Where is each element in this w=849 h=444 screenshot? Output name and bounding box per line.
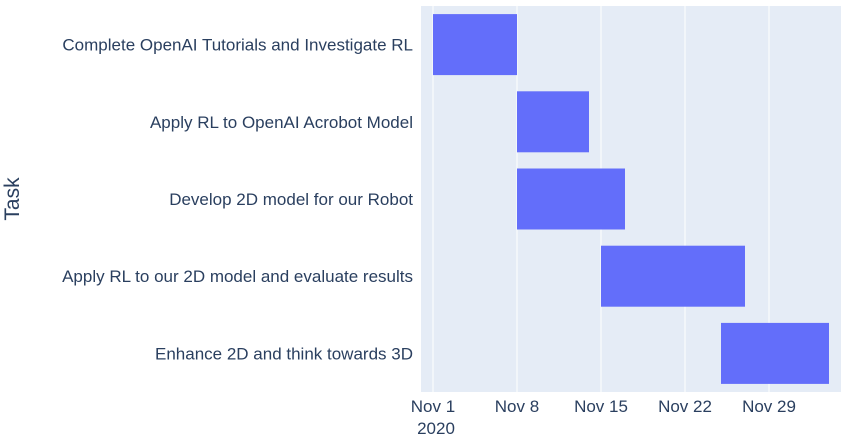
task-bar — [601, 245, 745, 307]
task-bar — [721, 322, 829, 384]
x-tick-labels: Nov 1 Nov 8 Nov 15 Nov 22 Nov 29 — [411, 397, 796, 416]
y-tick-label: Apply RL to our 2D model and evaluate re… — [62, 267, 413, 286]
x-axis-year-label: 2020 — [417, 419, 455, 438]
y-tick-label: Apply RL to OpenAI Acrobot Model — [150, 113, 413, 132]
x-tick-label: Nov 22 — [658, 397, 712, 416]
task-bar — [517, 91, 589, 153]
y-tick-label: Develop 2D model for our Robot — [169, 190, 413, 209]
y-tick-label: Enhance 2D and think towards 3D — [155, 344, 413, 363]
y-tick-labels: Complete OpenAI Tutorials and Investigat… — [62, 36, 413, 364]
task-bar — [517, 168, 625, 230]
x-tick-label: Nov 8 — [495, 397, 539, 416]
x-tick-label: Nov 1 — [411, 397, 455, 416]
x-tick-label: Nov 15 — [574, 397, 628, 416]
x-tick-label: Nov 29 — [742, 397, 796, 416]
y-axis-title: Task — [1, 177, 24, 221]
y-tick-label: Complete OpenAI Tutorials and Investigat… — [62, 36, 413, 55]
task-bar — [433, 14, 517, 76]
task-bars — [433, 14, 829, 384]
